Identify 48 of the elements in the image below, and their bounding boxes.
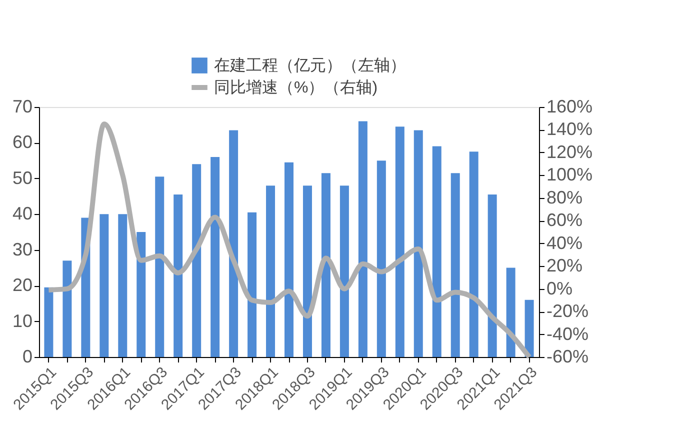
y2-tick-label: 0% [546, 278, 573, 298]
y2-tick-label: -60% [546, 346, 589, 366]
bar [506, 268, 516, 357]
bar [210, 157, 220, 357]
bar [302, 186, 312, 357]
bar [266, 186, 276, 357]
bar [284, 162, 294, 357]
bar [340, 186, 349, 357]
y2-tick-label: -20% [546, 301, 589, 322]
bar [488, 194, 497, 357]
y-tick-label: 40 [12, 204, 32, 224]
y-tick-label: 20 [12, 275, 32, 296]
bar [100, 214, 109, 357]
y2-tick-label: 100% [546, 164, 593, 185]
y2-tick-label: 140% [546, 119, 593, 140]
y2-tick-label: 20% [546, 256, 583, 276]
bar [62, 260, 72, 357]
y2-tick-label: 60% [546, 210, 583, 230]
bar [432, 146, 442, 357]
bar [44, 287, 54, 357]
bar [155, 176, 164, 357]
bar [118, 214, 128, 357]
y-tick-label: 0 [22, 346, 32, 366]
y2-tick-label: 120% [546, 142, 593, 162]
bar [469, 152, 478, 357]
y2-tick-label: 160% [546, 96, 593, 116]
y-tick-label: 60 [12, 132, 32, 152]
y2-tick-label: 80% [546, 187, 583, 208]
y2-tick-label: -40% [546, 324, 589, 344]
legend-label: 在建工程（亿元）（左轴） [214, 56, 406, 74]
bar [321, 173, 330, 357]
y-tick-label: 70 [12, 96, 32, 116]
bar [229, 130, 238, 357]
bar [395, 126, 404, 357]
y-tick-label: 50 [12, 168, 32, 188]
bar [174, 194, 183, 357]
bar [192, 164, 202, 357]
bar [524, 300, 534, 357]
bar [376, 160, 386, 357]
bar [358, 121, 368, 357]
y-tick-label: 10 [12, 310, 32, 331]
bar [248, 212, 257, 357]
y2-tick-label: 40% [546, 232, 583, 253]
bar [414, 130, 423, 357]
y-tick-label: 30 [12, 239, 32, 260]
bar [136, 232, 146, 357]
bar [450, 173, 460, 357]
legend-label: 同比增速（%）（右轴) [214, 78, 378, 96]
